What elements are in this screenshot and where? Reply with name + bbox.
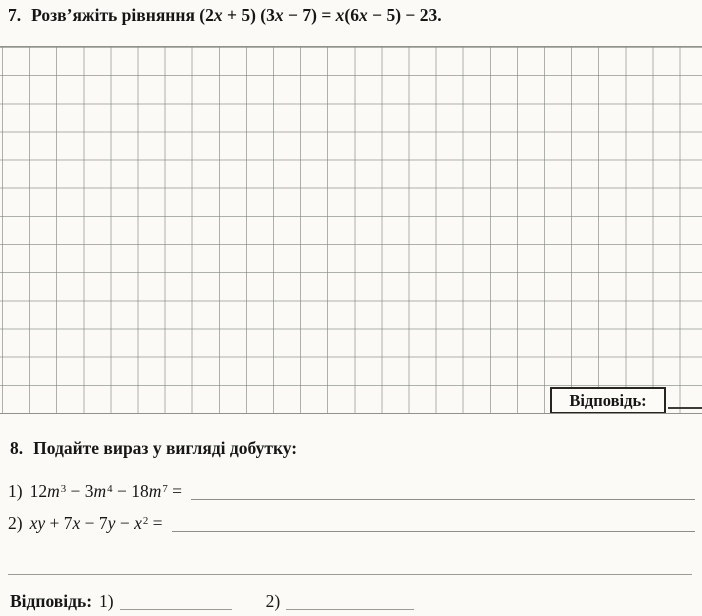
problem-8-item-2-answer-line[interactable] — [171, 530, 695, 532]
problem-8-item-1-answer-line[interactable] — [191, 498, 695, 500]
final-answer-2-label: 2) — [265, 591, 281, 611]
problem-7-answer-label: Відповідь: — [569, 390, 647, 410]
problem-7-answer-label-box: Відповідь: — [550, 387, 666, 413]
problem-8-title: Подайте вираз у вигляді добутку: — [33, 438, 298, 458]
problem-7-number: 7. — [8, 5, 22, 25]
problem-8-item-2-label: 2) — [8, 513, 23, 533]
final-answer-1-label: 1) — [99, 591, 114, 611]
final-answer-line-2[interactable] — [286, 608, 415, 610]
problem-7-answer-line[interactable] — [668, 407, 702, 409]
problem-8-item-2: 2) xy + 7x − 7y − x2 = — [8, 512, 695, 537]
final-answer-row: Відповідь: 1) 2) — [10, 590, 692, 612]
problem-8-item-1-label: 1) — [8, 481, 23, 501]
problem-7-equation: (2x + 5) (3x − 7) = x(6x − 5) − 23. — [199, 5, 442, 25]
problem-7-statement: 7. Розв’яжіть рівняння (2x + 5) (3x − 7) … — [8, 4, 698, 26]
working-grid[interactable]: Відповідь: — [0, 46, 702, 414]
divider-line — [8, 574, 692, 575]
final-answer-line-1[interactable] — [119, 608, 232, 610]
problem-8-statement: 8. Подайте вираз у вигляді добутку: — [10, 437, 297, 459]
final-answer-label: Відповідь: — [10, 591, 93, 611]
problem-8-item-2-expression: xy + 7x − 7y − x2 = — [29, 513, 163, 533]
problem-7-instruction: Розв’яжіть рівняння — [31, 5, 195, 25]
problem-8-item-1-expression: 12m3 − 3m4 − 18m7 = — [29, 481, 183, 501]
problem-8-item-1: 1) 12m3 − 3m4 − 18m7 = — [8, 480, 695, 505]
problem-8-number: 8. — [10, 438, 24, 458]
